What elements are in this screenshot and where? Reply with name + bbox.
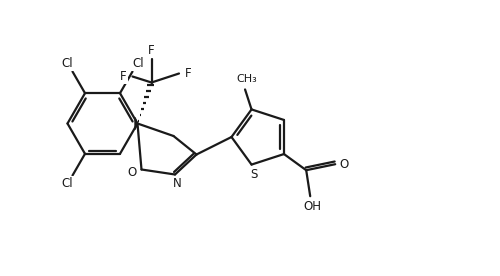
Polygon shape (135, 118, 138, 129)
Text: Cl: Cl (61, 177, 73, 190)
Text: N: N (173, 177, 182, 190)
Text: Cl: Cl (132, 57, 144, 70)
Text: OH: OH (303, 200, 321, 213)
Text: O: O (128, 166, 137, 179)
Text: F: F (148, 44, 155, 57)
Text: F: F (120, 70, 127, 83)
Text: S: S (250, 168, 257, 181)
Text: Cl: Cl (61, 57, 73, 70)
Text: O: O (339, 158, 348, 171)
Text: CH₃: CH₃ (236, 75, 258, 84)
Text: F: F (184, 67, 192, 80)
